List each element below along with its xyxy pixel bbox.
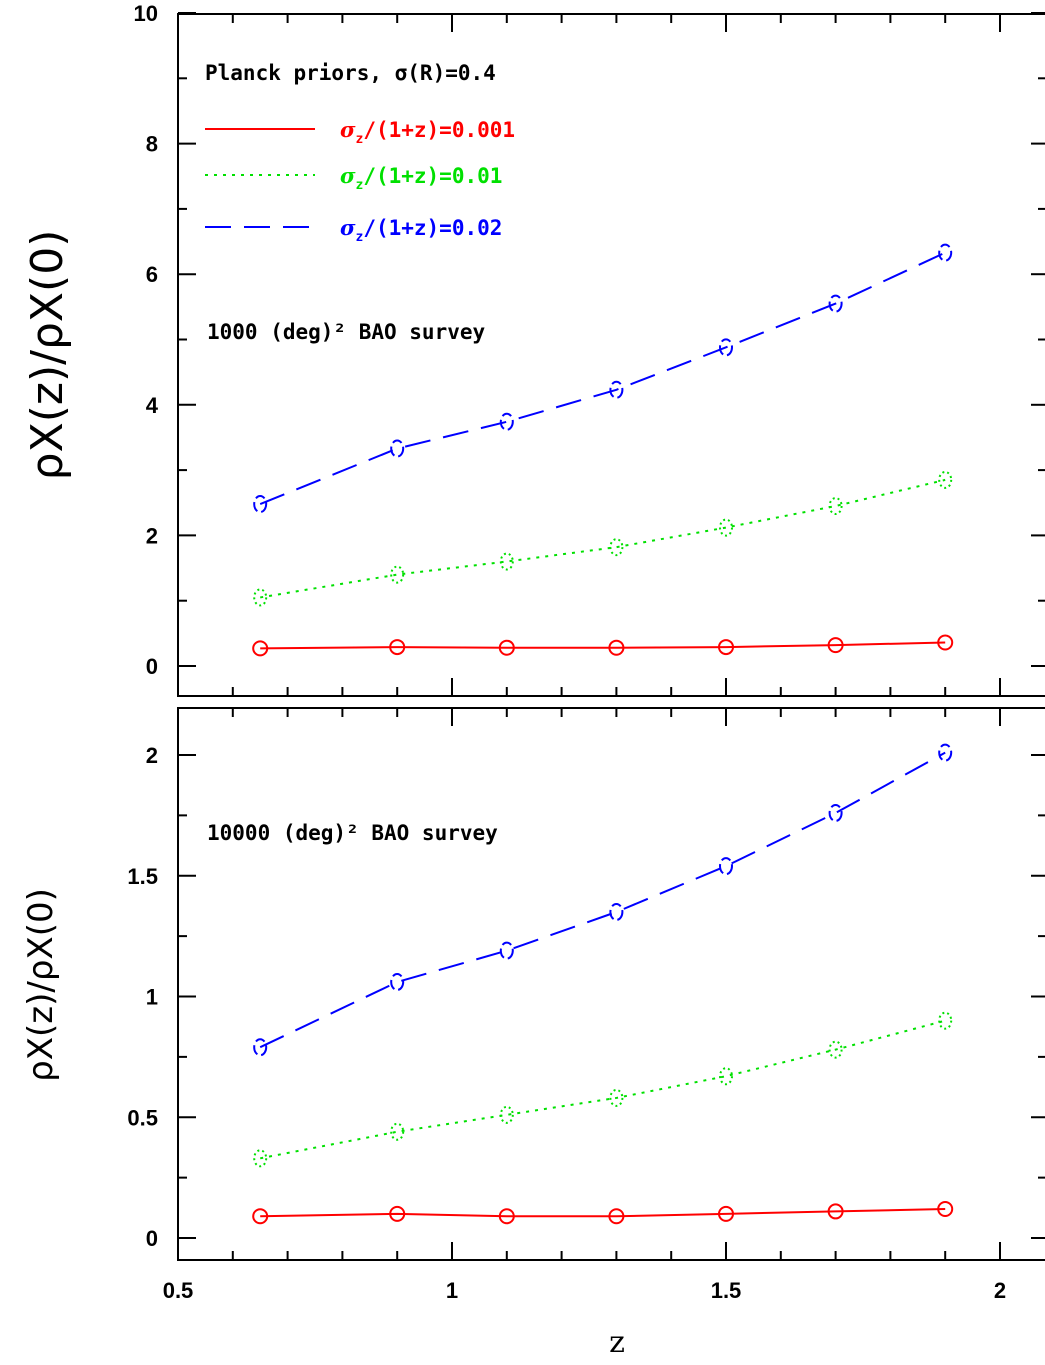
data-point	[827, 637, 844, 654]
priors-annotation: Planck priors, σ(R)=0.4	[205, 61, 496, 85]
data-point	[499, 1105, 514, 1124]
data-point	[719, 338, 733, 357]
bottom-panel-frame	[177, 707, 1045, 1261]
data-point	[499, 941, 514, 960]
data-point	[718, 1205, 734, 1222]
data-point	[719, 1067, 733, 1086]
y-tick-label: 2	[146, 523, 158, 548]
top-ylabel: ρX(z)/ρX(0)	[22, 230, 73, 481]
data-point	[390, 439, 405, 458]
xlabel: z	[609, 1325, 625, 1360]
y-tick-label: 6	[146, 262, 158, 287]
y-tick-label: 0	[146, 1226, 158, 1251]
data-point	[937, 1201, 954, 1218]
series-line	[259, 251, 946, 505]
data-point	[498, 1208, 515, 1225]
y-tick-label: 8	[146, 132, 158, 157]
y-tick-label: 2	[146, 743, 158, 768]
data-point	[499, 412, 514, 431]
data-point	[719, 857, 733, 876]
data-point	[498, 639, 515, 656]
series-line	[259, 751, 946, 1049]
data-point	[827, 1203, 844, 1220]
data-point	[938, 743, 953, 762]
y-tick-label: 4	[146, 393, 159, 418]
data-point	[389, 639, 406, 656]
data-point	[389, 1205, 406, 1222]
series-line	[260, 641, 946, 650]
series-line	[260, 1208, 946, 1218]
legend-label: σz/(1+z)=0.01	[340, 163, 502, 193]
series-line	[260, 1019, 946, 1160]
data-point	[937, 634, 954, 651]
y-tick-label: 10	[134, 1, 158, 26]
data-point	[253, 588, 268, 607]
y-tick-label: 1	[146, 985, 158, 1010]
data-point	[253, 1038, 268, 1057]
data-point	[828, 803, 843, 822]
data-point	[390, 1122, 405, 1141]
data-point	[253, 1149, 268, 1168]
data-point	[938, 243, 953, 262]
data-point	[608, 639, 625, 656]
data-point	[828, 1040, 843, 1059]
y-tick-label: 1.5	[127, 864, 158, 889]
x-tick-label: 2	[994, 1278, 1006, 1303]
top-axes: 0 2 4 6 8 10	[134, 1, 1045, 696]
data-point	[608, 1208, 625, 1225]
y-tick-label: 0	[146, 654, 158, 679]
legend-label: σz/(1+z)=0.02	[340, 215, 502, 245]
y-tick-label: 0.5	[127, 1105, 158, 1130]
legend-label: σz/(1+z)=0.001	[340, 117, 515, 147]
bottom-axes: 0 0.5 1 1.5 2 0.5 1 1.5 2	[127, 708, 1045, 1303]
x-tick-label: 0.5	[163, 1278, 194, 1303]
bottom-series	[252, 743, 954, 1225]
data-point	[252, 640, 269, 657]
data-point	[719, 518, 733, 537]
data-point	[718, 639, 734, 656]
data-point	[390, 565, 405, 584]
data-point	[252, 1208, 269, 1225]
bottom-ylabel: ρX(z)/ρX(0)	[21, 888, 61, 1082]
data-point	[938, 1011, 953, 1030]
data-point	[609, 380, 624, 399]
x-tick-label: 1.5	[711, 1278, 742, 1303]
data-point	[499, 552, 514, 571]
series-line	[260, 478, 946, 599]
top-survey-annotation: 1000 (deg)² BAO survey	[207, 320, 486, 344]
data-point	[609, 538, 624, 557]
top-series	[252, 243, 954, 657]
top-panel-frame	[177, 13, 1045, 697]
bottom-survey-annotation: 10000 (deg)² BAO survey	[207, 821, 498, 845]
data-point	[938, 470, 953, 489]
x-tick-label: 1	[446, 1278, 458, 1303]
data-point	[609, 1088, 624, 1107]
legend: σz/(1+z)=0.001 σz/(1+z)=0.01 σz/(1+z)=0.02	[205, 117, 515, 245]
data-point	[828, 294, 843, 313]
data-point	[828, 497, 843, 516]
data-point	[390, 973, 405, 992]
data-point	[253, 495, 268, 514]
data-point	[609, 902, 624, 921]
